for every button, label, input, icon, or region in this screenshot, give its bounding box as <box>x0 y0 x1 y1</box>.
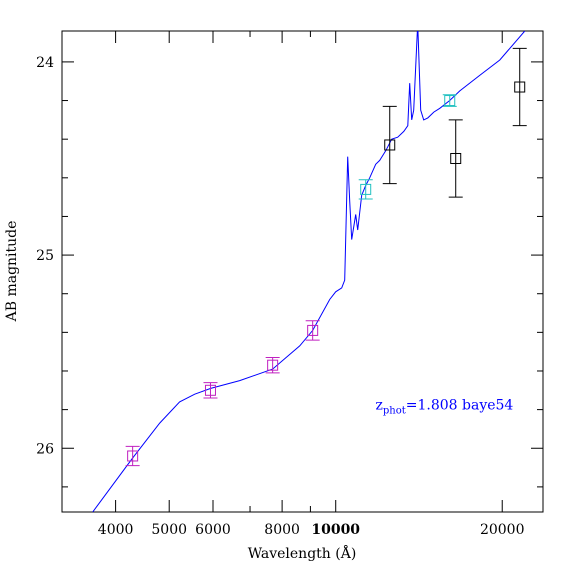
data-point <box>267 359 279 371</box>
sed-line <box>92 31 526 512</box>
data-point <box>514 81 526 93</box>
error-bar <box>125 445 140 467</box>
data-point <box>384 139 396 151</box>
error-bar <box>305 320 320 341</box>
data-point <box>360 183 372 195</box>
x-tick-label: 8000 <box>264 522 300 538</box>
annotation-part: =1.808 baye54 <box>406 398 514 414</box>
x-tick-label: 20000 <box>480 522 525 538</box>
data-point <box>307 324 319 336</box>
plot-area <box>92 31 526 512</box>
data-point <box>127 450 139 462</box>
annotation: zphot=1.808 baye54 <box>375 398 513 417</box>
x-tick-label: 10000 <box>311 522 360 538</box>
annotation-part: z <box>375 398 382 414</box>
data-point <box>444 95 456 107</box>
error-bar <box>382 105 397 185</box>
error-bar <box>358 179 373 200</box>
error-bar <box>512 47 527 127</box>
y-tick-label: 25 <box>36 248 54 264</box>
y-axis-label: AB magnitude <box>4 221 20 323</box>
x-axis-label: Wavelength (Å) <box>248 544 357 562</box>
annotation-part: phot <box>383 406 406 417</box>
x-tick-label: 6000 <box>195 522 231 538</box>
error-bar <box>448 119 463 198</box>
y-tick-label: 26 <box>36 441 54 457</box>
data-point <box>450 152 462 164</box>
data-point <box>204 384 216 396</box>
y-tick-label: 24 <box>36 55 54 71</box>
x-tick-label: 4000 <box>98 522 134 538</box>
x-tick-label: 5000 <box>151 522 187 538</box>
error-bar <box>442 94 457 107</box>
plot-frame <box>61 30 544 513</box>
